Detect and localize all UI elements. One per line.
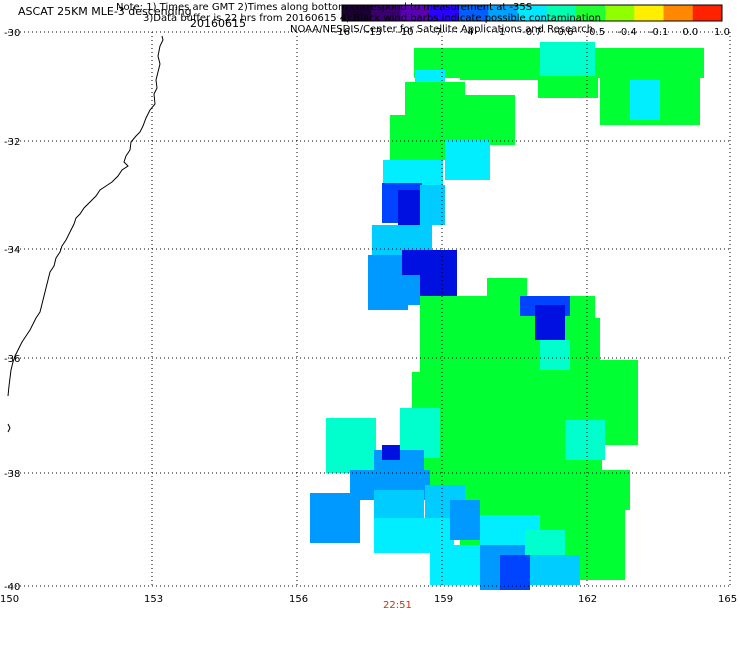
data-cell	[310, 493, 360, 543]
colorbar-segment	[400, 5, 431, 21]
data-cell	[525, 530, 565, 555]
colorbar-tick-label: -0.5	[586, 27, 606, 38]
data-cell	[450, 500, 480, 540]
data-cell	[374, 490, 424, 520]
colorbar	[341, 4, 723, 22]
colorbar-tick-label: -13	[365, 27, 381, 38]
graticule	[8, 31, 731, 587]
colorbar-segment	[605, 5, 635, 21]
coastline-south	[7, 423, 11, 433]
pass-time-label: 22:51	[383, 600, 412, 611]
data-cell	[445, 140, 490, 180]
lat-label: -36	[4, 354, 20, 365]
colorbar-segment	[429, 5, 460, 21]
note-line-2: 3)Data buffer is 22 hrs from 20160615 4)…	[143, 13, 601, 24]
data-cell	[398, 190, 423, 230]
colorbar-segment	[342, 5, 372, 21]
colorbar-segment	[663, 5, 694, 21]
colorbar-tick-label: 1.0	[714, 27, 730, 38]
data-cell	[535, 305, 565, 340]
coastline	[7, 35, 164, 397]
lon-label: 165	[718, 594, 737, 605]
data-cell	[380, 275, 420, 305]
colorbar-segment	[692, 5, 723, 21]
lat-label: -30	[4, 28, 20, 39]
data-cell	[538, 76, 598, 98]
colorbar-border	[341, 4, 723, 22]
lon-label: 162	[578, 594, 597, 605]
lon-label: 150	[0, 594, 19, 605]
data-cell	[565, 420, 605, 460]
colorbar-tick-label: -0.6	[554, 27, 574, 38]
product-date: 20160615	[190, 17, 246, 30]
colorbar-tick-label: -0.4	[617, 27, 637, 38]
data-cell	[530, 555, 580, 585]
data-cell	[500, 555, 530, 590]
note-line-3: NOAA/NESDIS/Center for Satellite Applica…	[290, 24, 594, 35]
wind-data-field	[310, 42, 704, 590]
colorbar-segment	[517, 5, 548, 21]
data-cell	[455, 100, 515, 145]
data-cell	[460, 60, 540, 80]
colorbar-tick-label: 0.0	[682, 27, 698, 38]
colorbar-tick-label: -16	[334, 27, 350, 38]
lon-label: 153	[144, 594, 163, 605]
data-cell	[400, 408, 440, 458]
colorbar-tick-label: -0.1	[649, 27, 669, 38]
colorbar-segment	[634, 5, 665, 21]
data-cell	[420, 185, 445, 225]
lat-label: -40	[4, 582, 20, 593]
lat-label: -38	[4, 469, 20, 480]
lat-label: -34	[4, 245, 20, 256]
data-cell	[326, 418, 376, 473]
colorbar-segment	[575, 5, 606, 21]
lon-label: 156	[289, 594, 308, 605]
data-cell	[630, 80, 660, 120]
colorbar-segment	[371, 5, 401, 21]
product-title: ASCAT 25KM MLE-3 descending	[18, 5, 192, 18]
data-cell	[382, 445, 400, 460]
colorbar-segment	[546, 5, 577, 21]
lat-label: -32	[4, 137, 20, 148]
colorbar-segment	[488, 5, 518, 21]
data-cell	[430, 545, 480, 585]
lon-label: 159	[434, 594, 453, 605]
colorbar-segment	[458, 5, 489, 21]
colorbar-tick-label: -10	[397, 27, 413, 38]
note-line-1: Note: 1) Times are GMT 2)Times along bot…	[116, 2, 533, 13]
